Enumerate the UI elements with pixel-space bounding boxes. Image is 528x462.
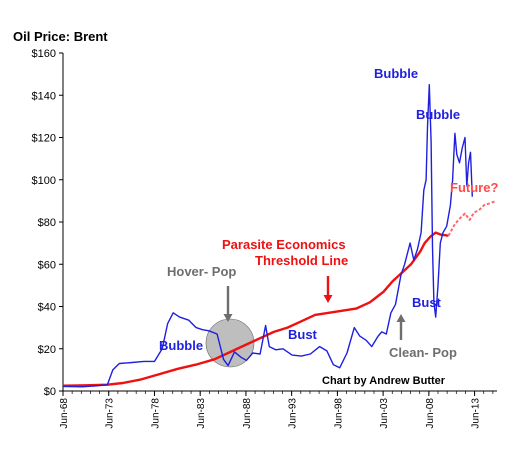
x-tick-label: Jun-93 (288, 398, 299, 429)
annotation-hover-pop: Hover- Pop (167, 264, 236, 279)
y-tick-label: $0 (44, 386, 56, 398)
annotation-bubble-2011: Bubble (416, 107, 460, 122)
hover-pop-circle (205, 318, 255, 368)
threshold-arrow-head (323, 295, 333, 303)
annotation-bust-mid: Bust (288, 327, 318, 342)
x-tick-label: Jun-83 (196, 398, 207, 429)
x-tick-label: Jun-73 (105, 398, 116, 429)
annotation-clean-pop: Clean- Pop (389, 345, 457, 360)
y-tick-label: $120 (32, 133, 56, 145)
x-tick-label: Jun-08 (425, 398, 436, 429)
clean-pop-arrow-head (396, 314, 406, 322)
axes: $0 $20 $40 $60 $80 $100 $120 $140 $160 Jun-68 Jun-… (32, 48, 497, 429)
x-tick-label: Jun-88 (242, 398, 253, 429)
series-line-future (447, 199, 497, 237)
x-tick-label: Jun-78 (150, 398, 161, 429)
x-tick-label: Jun-98 (333, 398, 344, 429)
series-lines (62, 84, 497, 388)
x-tick-label: Jun-13 (471, 398, 482, 429)
annotation-parasite: Parasite Economics (222, 237, 346, 252)
hover-pop-arrow-head (223, 314, 233, 322)
y-tick-label: $160 (32, 48, 56, 60)
y-tick-label: $140 (32, 90, 56, 102)
annotation-future: Future? (450, 180, 498, 195)
x-tick-label: Jun-03 (379, 398, 390, 429)
y-tick-label: $80 (38, 217, 56, 229)
y-tick-label: $60 (38, 259, 56, 271)
annotations: Bubble Bust Bubble Bubble Bust Future? Parasit… (159, 66, 498, 360)
series-line-brent (62, 84, 473, 388)
series-line-threshold (62, 231, 449, 387)
chart-credit: Chart by Andrew Butter (322, 375, 446, 387)
chart-title: Oil Price: Brent (13, 29, 108, 44)
annotation-bubble-2008: Bubble (374, 66, 418, 81)
annotation-threshold: Threshold Line (255, 253, 348, 268)
y-tick-label: $20 (38, 344, 56, 356)
y-tick-label: $40 (38, 302, 56, 314)
annotation-bubble-early: Bubble (159, 338, 203, 353)
annotation-bust-2009: Bust (412, 295, 442, 310)
y-tick-label: $100 (32, 175, 56, 187)
x-tick-label: Jun-68 (59, 398, 70, 429)
